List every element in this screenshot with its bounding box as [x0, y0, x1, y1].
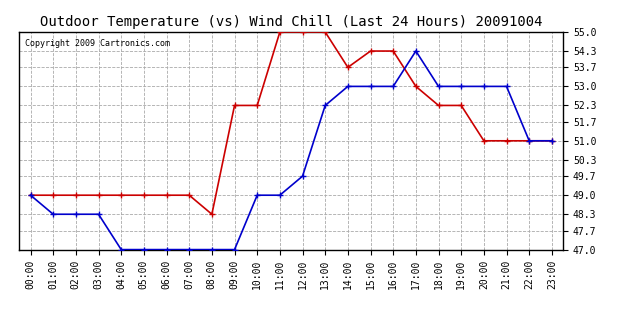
Text: Copyright 2009 Cartronics.com: Copyright 2009 Cartronics.com [25, 38, 170, 48]
Title: Outdoor Temperature (vs) Wind Chill (Last 24 Hours) 20091004: Outdoor Temperature (vs) Wind Chill (Las… [40, 15, 543, 29]
